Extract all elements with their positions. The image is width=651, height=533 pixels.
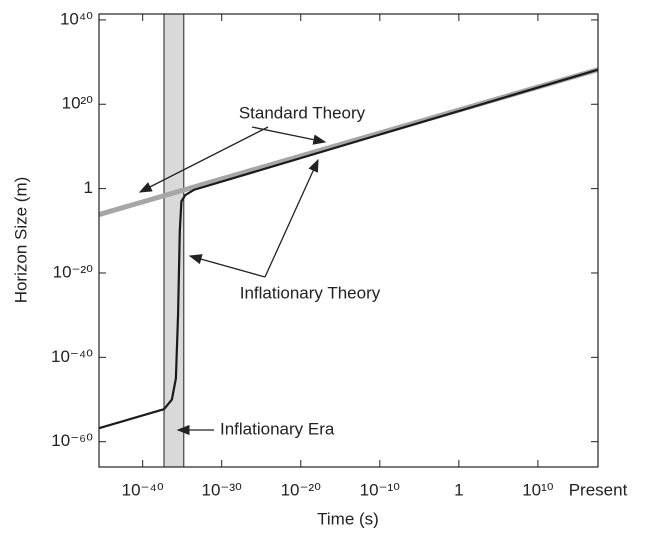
x-tick-label: 10¹⁰ — [522, 480, 554, 499]
y-tick-label: 10⁻²⁰ — [53, 262, 94, 281]
y-tick-label: 10⁻⁴⁰ — [51, 347, 93, 366]
x-tick-label: 10⁻²⁰ — [281, 480, 322, 499]
x-tick-label: 10⁻³⁰ — [202, 480, 243, 499]
annotation: Inflationary Theory — [240, 283, 381, 302]
x-tick-label: 10⁻¹⁰ — [360, 480, 401, 499]
x-tick-label: 10⁻⁴⁰ — [122, 480, 164, 499]
annotation: Inflationary Era — [220, 419, 335, 438]
annotation-arrow — [264, 158, 319, 278]
annotation-arrow — [251, 126, 327, 145]
annotation-arrow — [138, 126, 269, 193]
y-tick-label: 1 — [84, 178, 93, 197]
y-axis-label: Horizon Size (m) — [11, 177, 30, 304]
annotation-arrow — [188, 254, 266, 278]
series-line — [98, 68, 599, 430]
x-axis-label: Time (s) — [317, 509, 379, 528]
y-tick-label: 10⁻⁶⁰ — [51, 431, 93, 450]
shaded-region — [163, 13, 185, 468]
x-tick-label: Present — [569, 480, 628, 499]
plot-frame — [98, 13, 599, 468]
x-tick-label: 1 — [454, 480, 463, 499]
y-tick-label: 10⁴⁰ — [60, 9, 93, 28]
y-tick-label: 10²⁰ — [62, 94, 94, 113]
annotation: Standard Theory — [239, 103, 366, 122]
